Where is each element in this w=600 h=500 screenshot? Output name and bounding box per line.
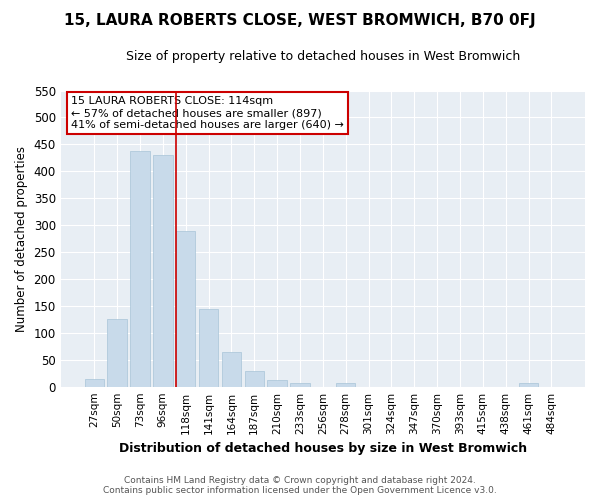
- Y-axis label: Number of detached properties: Number of detached properties: [15, 146, 28, 332]
- Bar: [221, 352, 241, 386]
- X-axis label: Distribution of detached houses by size in West Bromwich: Distribution of detached houses by size …: [119, 442, 527, 455]
- Bar: [153, 155, 173, 386]
- Text: Contains HM Land Registry data © Crown copyright and database right 2024.
Contai: Contains HM Land Registry data © Crown c…: [103, 476, 497, 495]
- Text: 15, LAURA ROBERTS CLOSE, WEST BROMWICH, B70 0FJ: 15, LAURA ROBERTS CLOSE, WEST BROMWICH, …: [64, 12, 536, 28]
- Bar: [199, 308, 218, 386]
- Bar: [290, 383, 310, 386]
- Bar: [519, 383, 538, 386]
- Title: Size of property relative to detached houses in West Bromwich: Size of property relative to detached ho…: [126, 50, 520, 63]
- Bar: [245, 370, 264, 386]
- Bar: [336, 383, 355, 386]
- Bar: [85, 378, 104, 386]
- Bar: [107, 320, 127, 386]
- Text: 15 LAURA ROBERTS CLOSE: 114sqm
← 57% of detached houses are smaller (897)
41% of: 15 LAURA ROBERTS CLOSE: 114sqm ← 57% of …: [71, 96, 344, 130]
- Bar: [130, 151, 149, 386]
- Bar: [268, 380, 287, 386]
- Bar: [176, 230, 196, 386]
